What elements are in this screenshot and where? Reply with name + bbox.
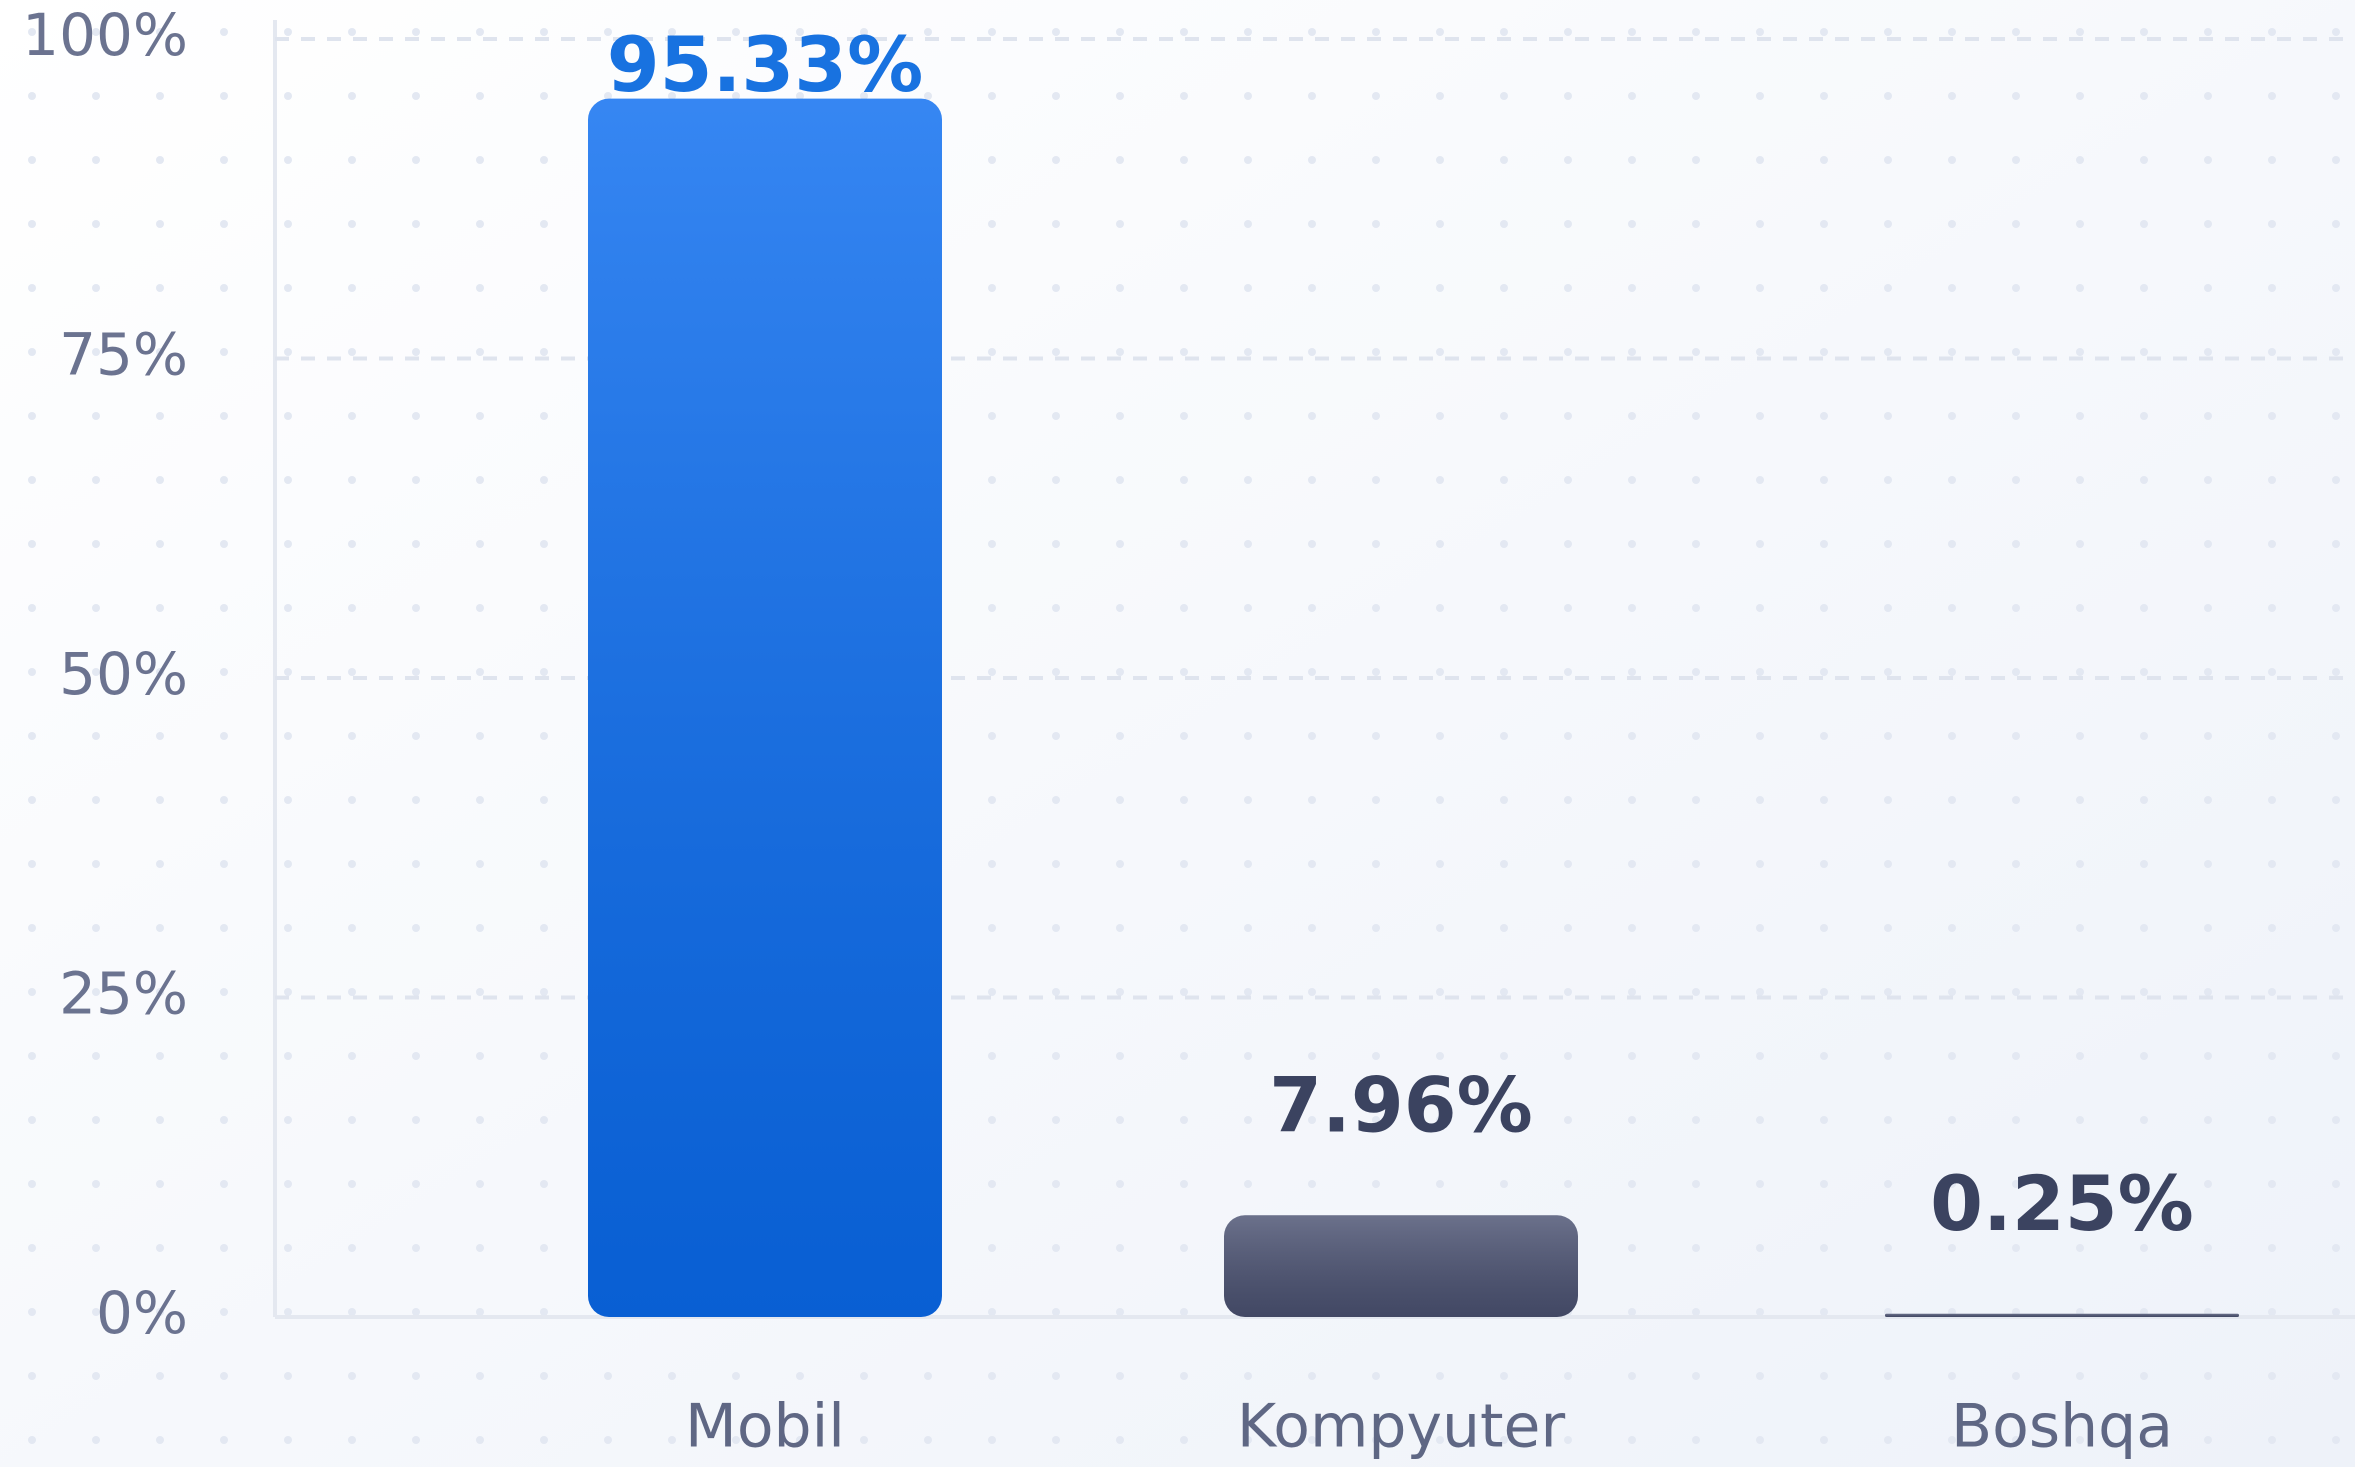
y-tick-label: 0% [96, 1279, 188, 1347]
x-tick-label: Boshqa [1951, 1392, 2173, 1462]
value-label: 7.96% [1269, 1060, 1533, 1149]
bar-shine [588, 98, 942, 1317]
y-tick-label: 75% [59, 321, 188, 389]
bar-shine [1224, 1215, 1578, 1317]
x-tick-label: Mobil [685, 1392, 845, 1462]
value-label: 0.25% [1930, 1159, 2194, 1248]
value-label: 95.33% [607, 20, 924, 109]
y-tick-label: 100% [22, 1, 188, 69]
y-tick-label: 50% [59, 640, 188, 708]
x-tick-label: Kompyuter [1237, 1392, 1566, 1462]
y-tick-label: 25% [59, 960, 188, 1028]
bar-shine [1885, 1313, 2239, 1317]
